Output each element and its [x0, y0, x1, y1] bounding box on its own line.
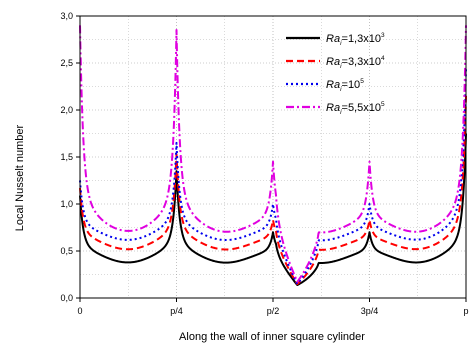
- x-tick-label: p: [463, 306, 468, 316]
- x-tick-label: 0: [77, 306, 82, 316]
- y-tick-label: 1,0: [60, 199, 73, 209]
- legend-label: Rai=105: [326, 78, 364, 93]
- y-tick-label: 3,0: [60, 11, 73, 21]
- legend-label: Rai=5,5x105: [326, 101, 385, 116]
- y-axis-title: Local Nusselt number: [14, 124, 26, 231]
- y-tick-label: 2,5: [60, 58, 73, 68]
- legend-label: Rai=1,3x103: [326, 32, 385, 47]
- series-line-3: [79, 67, 467, 285]
- y-tick-label: 1,5: [60, 152, 73, 162]
- y-tick-label: 0,0: [60, 293, 73, 303]
- y-tick-label: 2,0: [60, 105, 73, 115]
- legend-label: Rai=3,3x104: [326, 55, 385, 70]
- series-lines: [79, 25, 467, 287]
- x-tick-label: p/2: [267, 306, 280, 316]
- grid-lines: [79, 15, 467, 299]
- x-axis-title: Along the wall of inner square cylinder: [179, 331, 365, 343]
- y-tick-label: 0,5: [60, 246, 73, 256]
- x-tick-label: p/4: [170, 306, 183, 316]
- axis-ticks: 0,0 0,5 1,0 1,5 2,0 2,5 3,0 0 p/4 p/2 3p/4 p: [60, 11, 468, 316]
- series-line-2: [79, 95, 467, 286]
- legend: Rai=1,3x103 Rai=3,3x104 Rai=105 Rai=5,5x105: [286, 32, 385, 116]
- x-tick-label: 3p/4: [361, 306, 379, 316]
- series-line-1: [79, 133, 467, 287]
- series-line-4: [79, 25, 467, 283]
